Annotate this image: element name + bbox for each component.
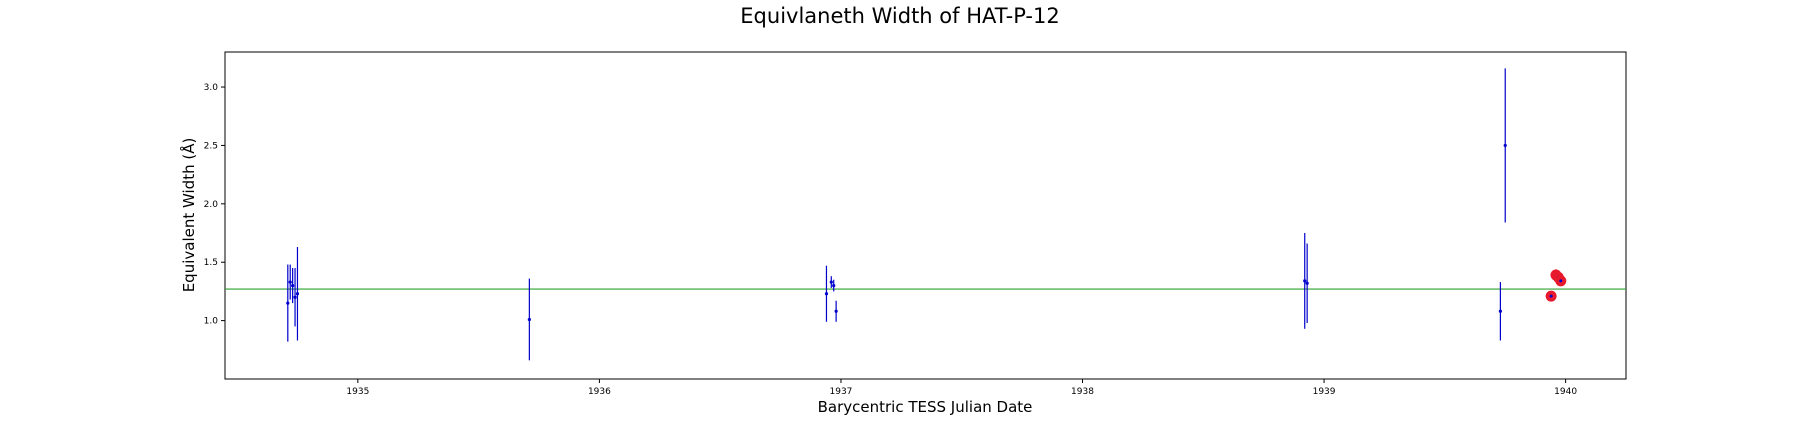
data-point	[295, 292, 300, 296]
chart-title: Equivlaneth Width of HAT-P-12	[740, 4, 1060, 28]
x-tick-label: 1939	[1313, 387, 1336, 397]
plot-area	[224, 51, 1627, 380]
y-tick-label: 2.5	[204, 141, 218, 151]
data-point-center	[1559, 279, 1563, 283]
x-tick-label: 1938	[1071, 387, 1094, 397]
data-point	[1305, 281, 1309, 285]
data-point	[288, 280, 292, 284]
x-tick-label: 1935	[346, 387, 369, 397]
data-point	[293, 295, 297, 299]
y-tick-label: 1.0	[204, 317, 219, 327]
data-point	[286, 301, 290, 305]
y-tick-label: 1.5	[204, 258, 218, 268]
data-point	[829, 280, 833, 284]
data-point	[832, 283, 836, 288]
x-tick-label: 1940	[1554, 387, 1577, 397]
data-point-center	[1549, 294, 1553, 298]
data-point	[824, 292, 829, 296]
y-axis-label: Equivalent Width (Å)	[179, 138, 198, 293]
data-point	[1498, 309, 1502, 313]
x-axis-label: Barycentric TESS Julian Date	[818, 398, 1033, 416]
data-point	[1503, 143, 1507, 148]
data-point	[527, 317, 531, 322]
y-tick-label: 3.0	[204, 83, 219, 93]
data-point	[291, 283, 295, 288]
data-point	[1303, 279, 1307, 283]
data-point	[834, 309, 838, 313]
x-tick-label: 1937	[830, 387, 853, 397]
y-tick-label: 2.0	[204, 200, 219, 210]
x-tick-label: 1936	[588, 387, 611, 397]
